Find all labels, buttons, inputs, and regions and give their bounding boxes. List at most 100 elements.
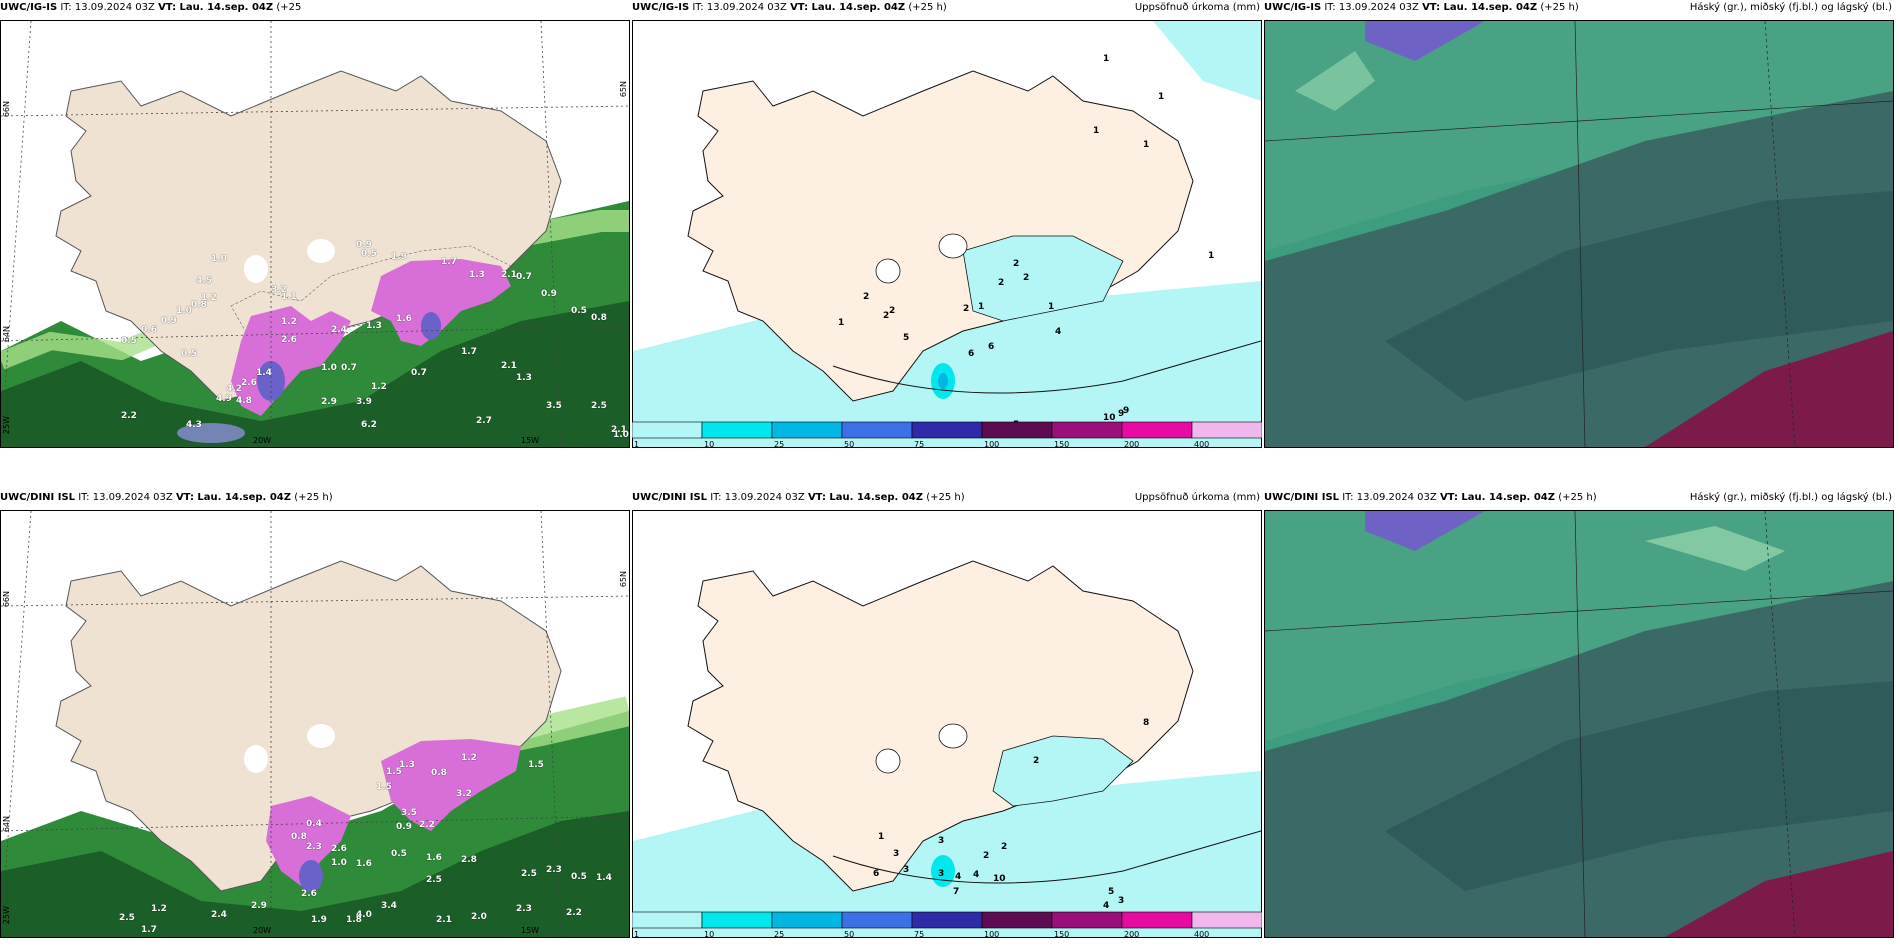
colorbar-tick-label: 25	[774, 440, 784, 448]
colorbar-tick-label: 400	[1194, 930, 1209, 938]
panel-header: UWC/DINI ISL IT: 13.09.2024 03Z VT: Lau.…	[0, 490, 630, 506]
value-label: 2.6	[301, 889, 317, 900]
panel-header: UWC/DINI ISL IT: 13.09.2024 03Z VT: Lau.…	[1264, 490, 1894, 506]
value-label: 0.8	[431, 767, 447, 778]
value-label: 1	[1143, 139, 1150, 150]
panel-top-right: UWC/IG-IS IT: 13.09.2024 03Z VT: Lau. 14…	[1264, 0, 1894, 448]
value-label: 1.3	[399, 760, 415, 771]
panel-header: UWC/DINI ISL IT: 13.09.2024 03Z VT: Lau.…	[632, 490, 1262, 506]
value-label: 1.4	[596, 873, 612, 884]
value-label: 1.0	[321, 363, 337, 374]
value-label: 3.2	[456, 788, 472, 799]
value-label: 2.1	[501, 361, 517, 372]
it-label: IT: 13.09.2024 03Z	[1342, 492, 1437, 503]
value-label: 1.6	[356, 859, 372, 870]
colorbar-swatch	[1121, 421, 1193, 439]
colorbar-tick-label: 50	[844, 930, 854, 938]
value-label: 0.5	[571, 872, 587, 883]
value-labels: 2 8 1 3 3 2 2 10 4 3 4 3 7 6 5 4 3	[633, 511, 1261, 937]
value-label: 2.5	[591, 401, 607, 412]
panel-header: UWC/IG-IS IT: 13.09.2024 03Z VT: Lau. 14…	[1264, 0, 1894, 16]
lat-label-65n: 65N	[619, 571, 628, 588]
value-label: 2	[889, 306, 896, 317]
colorbar-tick-label: 50	[844, 440, 854, 448]
colorbar-tick-label: 10	[704, 930, 714, 938]
value-label: 2	[963, 304, 970, 315]
value-label: 1.0	[211, 253, 227, 264]
vt-label: VT: Lau. 14.sep. 04Z	[175, 492, 292, 503]
value-label: 3.5	[546, 401, 562, 412]
value-label: 2.6	[281, 334, 297, 345]
panel-header: UWC/IG-IS IT: 13.09.2024 03Z VT: Lau. 14…	[0, 0, 630, 16]
colorbar-tick-label: 1	[634, 930, 639, 938]
it-label: IT: 13.09.2024 03Z	[1324, 2, 1419, 13]
value-label: 0.5	[361, 249, 377, 260]
panel-title: Uppsöfnuð úrkoma (mm)	[1134, 2, 1260, 13]
value-label: 2.1	[436, 915, 452, 926]
value-label: 2.1	[611, 425, 627, 436]
value-label: 2.5	[119, 913, 135, 924]
panel-bottom-left: UWC/DINI ISL IT: 13.09.2024 03Z VT: Lau.…	[0, 490, 630, 938]
value-labels: 1.3 1.5 1.2 1.5 0.8 1.5 3.2 3.5 2.2 0.9 0.4 0.8 2.3 2…	[1, 511, 629, 937]
value-label: 5	[903, 332, 910, 343]
lead-label: (+25	[276, 2, 302, 13]
value-label: 1	[1093, 125, 1100, 136]
value-label: 0.5	[571, 306, 587, 317]
value-label: 4.8	[236, 395, 252, 406]
colorbar-swatch	[1191, 421, 1262, 439]
value-label: 4	[1103, 900, 1110, 911]
value-label: 9	[1123, 406, 1130, 417]
panel-title: Háský (gr.), miðský (fj.bl.) og lágský (…	[1689, 2, 1892, 13]
colorbar-swatch	[1051, 911, 1123, 929]
colorbar-swatch	[911, 421, 983, 439]
colorbar-tick-label: 150	[1054, 930, 1069, 938]
value-label: 1.0	[613, 429, 629, 440]
colorbar-swatch	[841, 421, 913, 439]
value-label: 3.4	[381, 900, 397, 911]
panel-bottom-middle: UWC/DINI ISL IT: 13.09.2024 03Z VT: Lau.…	[632, 490, 1262, 938]
value-label: 0.8	[591, 312, 607, 323]
accumulated-precip-map: 111112221222121546651099	[632, 20, 1262, 448]
value-label: 0.5	[391, 848, 407, 859]
colorbar-swatch	[911, 911, 983, 929]
value-label: 1.2	[371, 382, 387, 393]
value-label: 3	[938, 868, 945, 879]
value-label: 8	[1143, 718, 1150, 729]
value-label: 2.8	[461, 855, 477, 866]
lon-label-25w: 25W	[2, 906, 11, 925]
value-label: 1.3	[366, 320, 382, 331]
value-label: 1	[1208, 251, 1215, 262]
it-label: IT: 13.09.2024 03Z	[692, 2, 787, 13]
map-svg	[1, 511, 629, 937]
value-label: 2.1	[501, 270, 517, 281]
colorbar-swatch	[701, 421, 773, 439]
value-label: 4	[1055, 327, 1062, 338]
vt-label: VT: Lau. 14.sep. 04Z	[1439, 492, 1556, 503]
value-label: 0.9	[396, 821, 412, 832]
value-label: 0.9	[541, 289, 557, 300]
colorbar-svg: 1 10 25 50 75 100 150 200 400	[632, 421, 1262, 448]
value-label: 10	[993, 874, 1006, 885]
wind-precip-map: 0.9 0.5 1.9 1.7 1.3 2.1 0.7 0.9 0.5 0.8 1.0 4.5 3.2 1…	[0, 20, 630, 448]
map-svg	[633, 21, 1261, 447]
colorbar-tick-label: 75	[914, 440, 924, 448]
value-label: 2.3	[546, 864, 562, 875]
vt-label: VT: Lau. 14.sep. 04Z	[1422, 2, 1538, 13]
colorbar-swatch	[632, 421, 703, 439]
colorbar-tick-label: 150	[1054, 440, 1069, 448]
value-label: 1.9	[311, 915, 327, 926]
value-label: 4.9	[216, 393, 232, 404]
value-labels: 0.9 0.5 1.9 1.7 1.3 2.1 0.7 0.9 0.5 0.8 1.0 4.5 3.2 1…	[1, 21, 629, 447]
lon-label-25w: 25W	[2, 416, 11, 435]
value-label: 1.5	[528, 760, 544, 771]
wind-precip-map: 1.3 1.5 1.2 1.5 0.8 1.5 3.2 3.5 2.2 0.9 0.4 0.8 2.3 2…	[0, 510, 630, 938]
value-label: 2	[1001, 841, 1008, 852]
value-label: 9	[1118, 408, 1125, 419]
lat-label-66n: 66N	[2, 591, 11, 608]
it-label: IT: 13.09.2024 03Z	[710, 492, 805, 503]
colorbar-swatch	[981, 421, 1053, 439]
lead-label: (+25 h)	[1540, 2, 1579, 13]
colorbar-tick-label: 100	[984, 440, 999, 448]
colorbar-swatch	[1051, 421, 1123, 439]
model-label: UWC/IG-IS	[1264, 2, 1322, 13]
